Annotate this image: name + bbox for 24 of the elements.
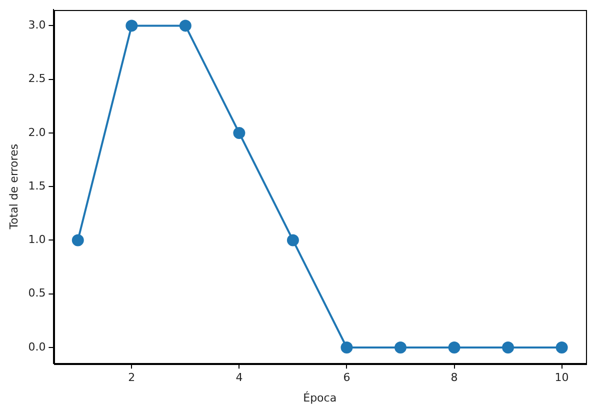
y-tick-label: 0.0 bbox=[28, 340, 46, 354]
point bbox=[448, 342, 460, 354]
point bbox=[126, 20, 138, 32]
x-tick-label: 6 bbox=[343, 371, 350, 384]
point bbox=[394, 342, 406, 354]
point bbox=[286, 234, 299, 246]
y-tick-label: 2.0 bbox=[28, 126, 46, 139]
y-tick-label: 1.5 bbox=[28, 179, 46, 192]
x-tick-label: 8 bbox=[450, 371, 458, 384]
point bbox=[72, 234, 84, 246]
y-tick-label: 0.5 bbox=[28, 286, 46, 300]
point bbox=[502, 342, 514, 354]
y-axis-title: Total de errores bbox=[7, 144, 20, 230]
x-tick-label: 2 bbox=[128, 371, 136, 384]
y-tick-label: 3.0 bbox=[28, 18, 46, 32]
point bbox=[556, 342, 568, 354]
x-tick-label: 4 bbox=[236, 371, 243, 384]
y-tick-label: 1.0 bbox=[28, 233, 46, 246]
point bbox=[179, 20, 192, 32]
point bbox=[340, 342, 353, 354]
x-tick-label: 10 bbox=[554, 371, 569, 384]
y-tick-label: 2.5 bbox=[28, 72, 46, 86]
point bbox=[233, 126, 246, 139]
x-axis-title: Época bbox=[303, 390, 337, 404]
